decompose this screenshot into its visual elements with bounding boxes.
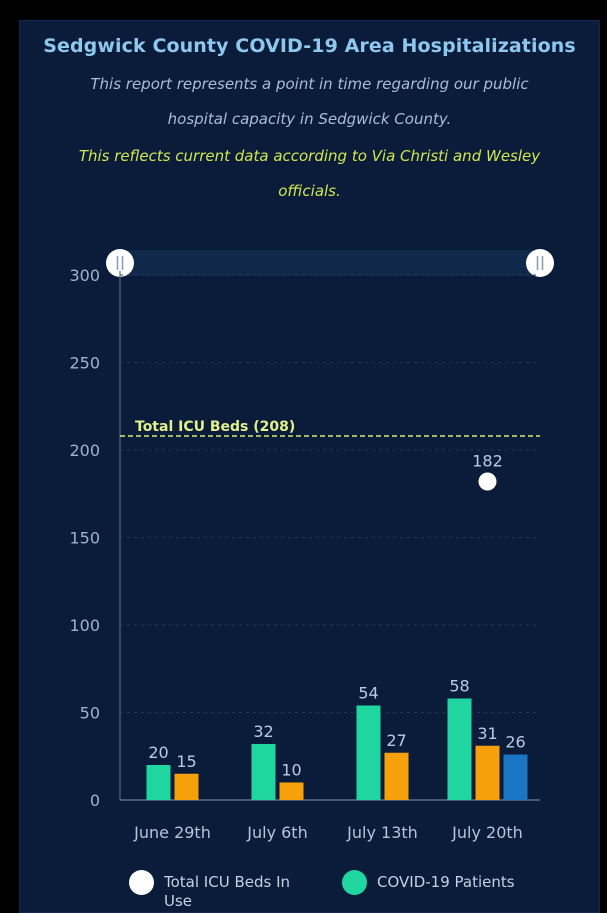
- range-selector-band[interactable]: [120, 250, 540, 276]
- bar[interactable]: [146, 765, 171, 800]
- bar[interactable]: [356, 705, 381, 801]
- x-tick-label: July 13th: [346, 823, 418, 842]
- page-title: Sedgwick County COVID-19 Area Hospitaliz…: [43, 35, 576, 57]
- bar[interactable]: [447, 698, 472, 801]
- description-line-1: This report represents a point in time r…: [90, 75, 529, 93]
- y-tick-label: 100: [69, 616, 100, 635]
- y-tick-label: 300: [69, 266, 100, 285]
- bar-value-label: 32: [253, 722, 273, 741]
- y-tick-label: 50: [80, 704, 100, 723]
- bar-value-label: 15: [176, 752, 196, 771]
- legend-item-icu-beds-in-use[interactable]: Total ICU Beds In Use: [129, 870, 299, 911]
- x-tick-label: June 29th: [133, 823, 211, 842]
- y-tick-label: 200: [69, 441, 100, 460]
- bar[interactable]: [503, 754, 528, 801]
- x-tick-label: July 20th: [451, 823, 523, 842]
- y-tick-label: 150: [69, 529, 100, 548]
- bar-value-label: 20: [148, 743, 168, 762]
- legend-swatch-white-dot-icon: [129, 870, 154, 895]
- scatter-point-icu-beds-in-use[interactable]: [478, 472, 497, 491]
- bar-chart: 0 50 100 150 200 250 300 Total ICU Beds (208) 20…: [69, 249, 554, 842]
- legend-swatch-green-dot-icon: [342, 870, 367, 895]
- bar-value-label: 10: [281, 761, 301, 780]
- bar[interactable]: [475, 745, 500, 800]
- bar[interactable]: [251, 744, 276, 800]
- x-tick-label: July 6th: [246, 823, 307, 842]
- y-tick-label: 0: [90, 791, 100, 810]
- bar[interactable]: [174, 773, 199, 800]
- note-line-2: officials.: [278, 182, 341, 200]
- chart-panel: Sedgwick County COVID-19 Area Hospitaliz…: [19, 20, 600, 913]
- reference-line-label: Total ICU Beds (208): [135, 419, 295, 435]
- bar-value-label: 54: [358, 684, 378, 703]
- bar-value-label: 31: [477, 724, 497, 743]
- bar[interactable]: [384, 752, 409, 800]
- legend-item-covid-patients[interactable]: COVID-19 Patients: [342, 870, 572, 895]
- legend-label-covid-patients: COVID-19 Patients: [377, 873, 515, 891]
- bar[interactable]: [279, 782, 304, 801]
- description-line-2: hospital capacity in Sedgwick County.: [167, 110, 452, 128]
- bar-value-label: 26: [505, 733, 525, 752]
- range-handle-left[interactable]: [106, 249, 134, 277]
- note-line-1: This reflects current data according to …: [78, 147, 541, 165]
- bar-value-label: 27: [386, 731, 406, 750]
- legend-label-icu-beds-in-use: Total ICU Beds In Use: [164, 873, 290, 910]
- bar-value-label: 58: [449, 677, 469, 696]
- y-tick-label: 250: [69, 354, 100, 373]
- range-handle-right[interactable]: [526, 249, 554, 277]
- scatter-value-label: 182: [472, 452, 503, 471]
